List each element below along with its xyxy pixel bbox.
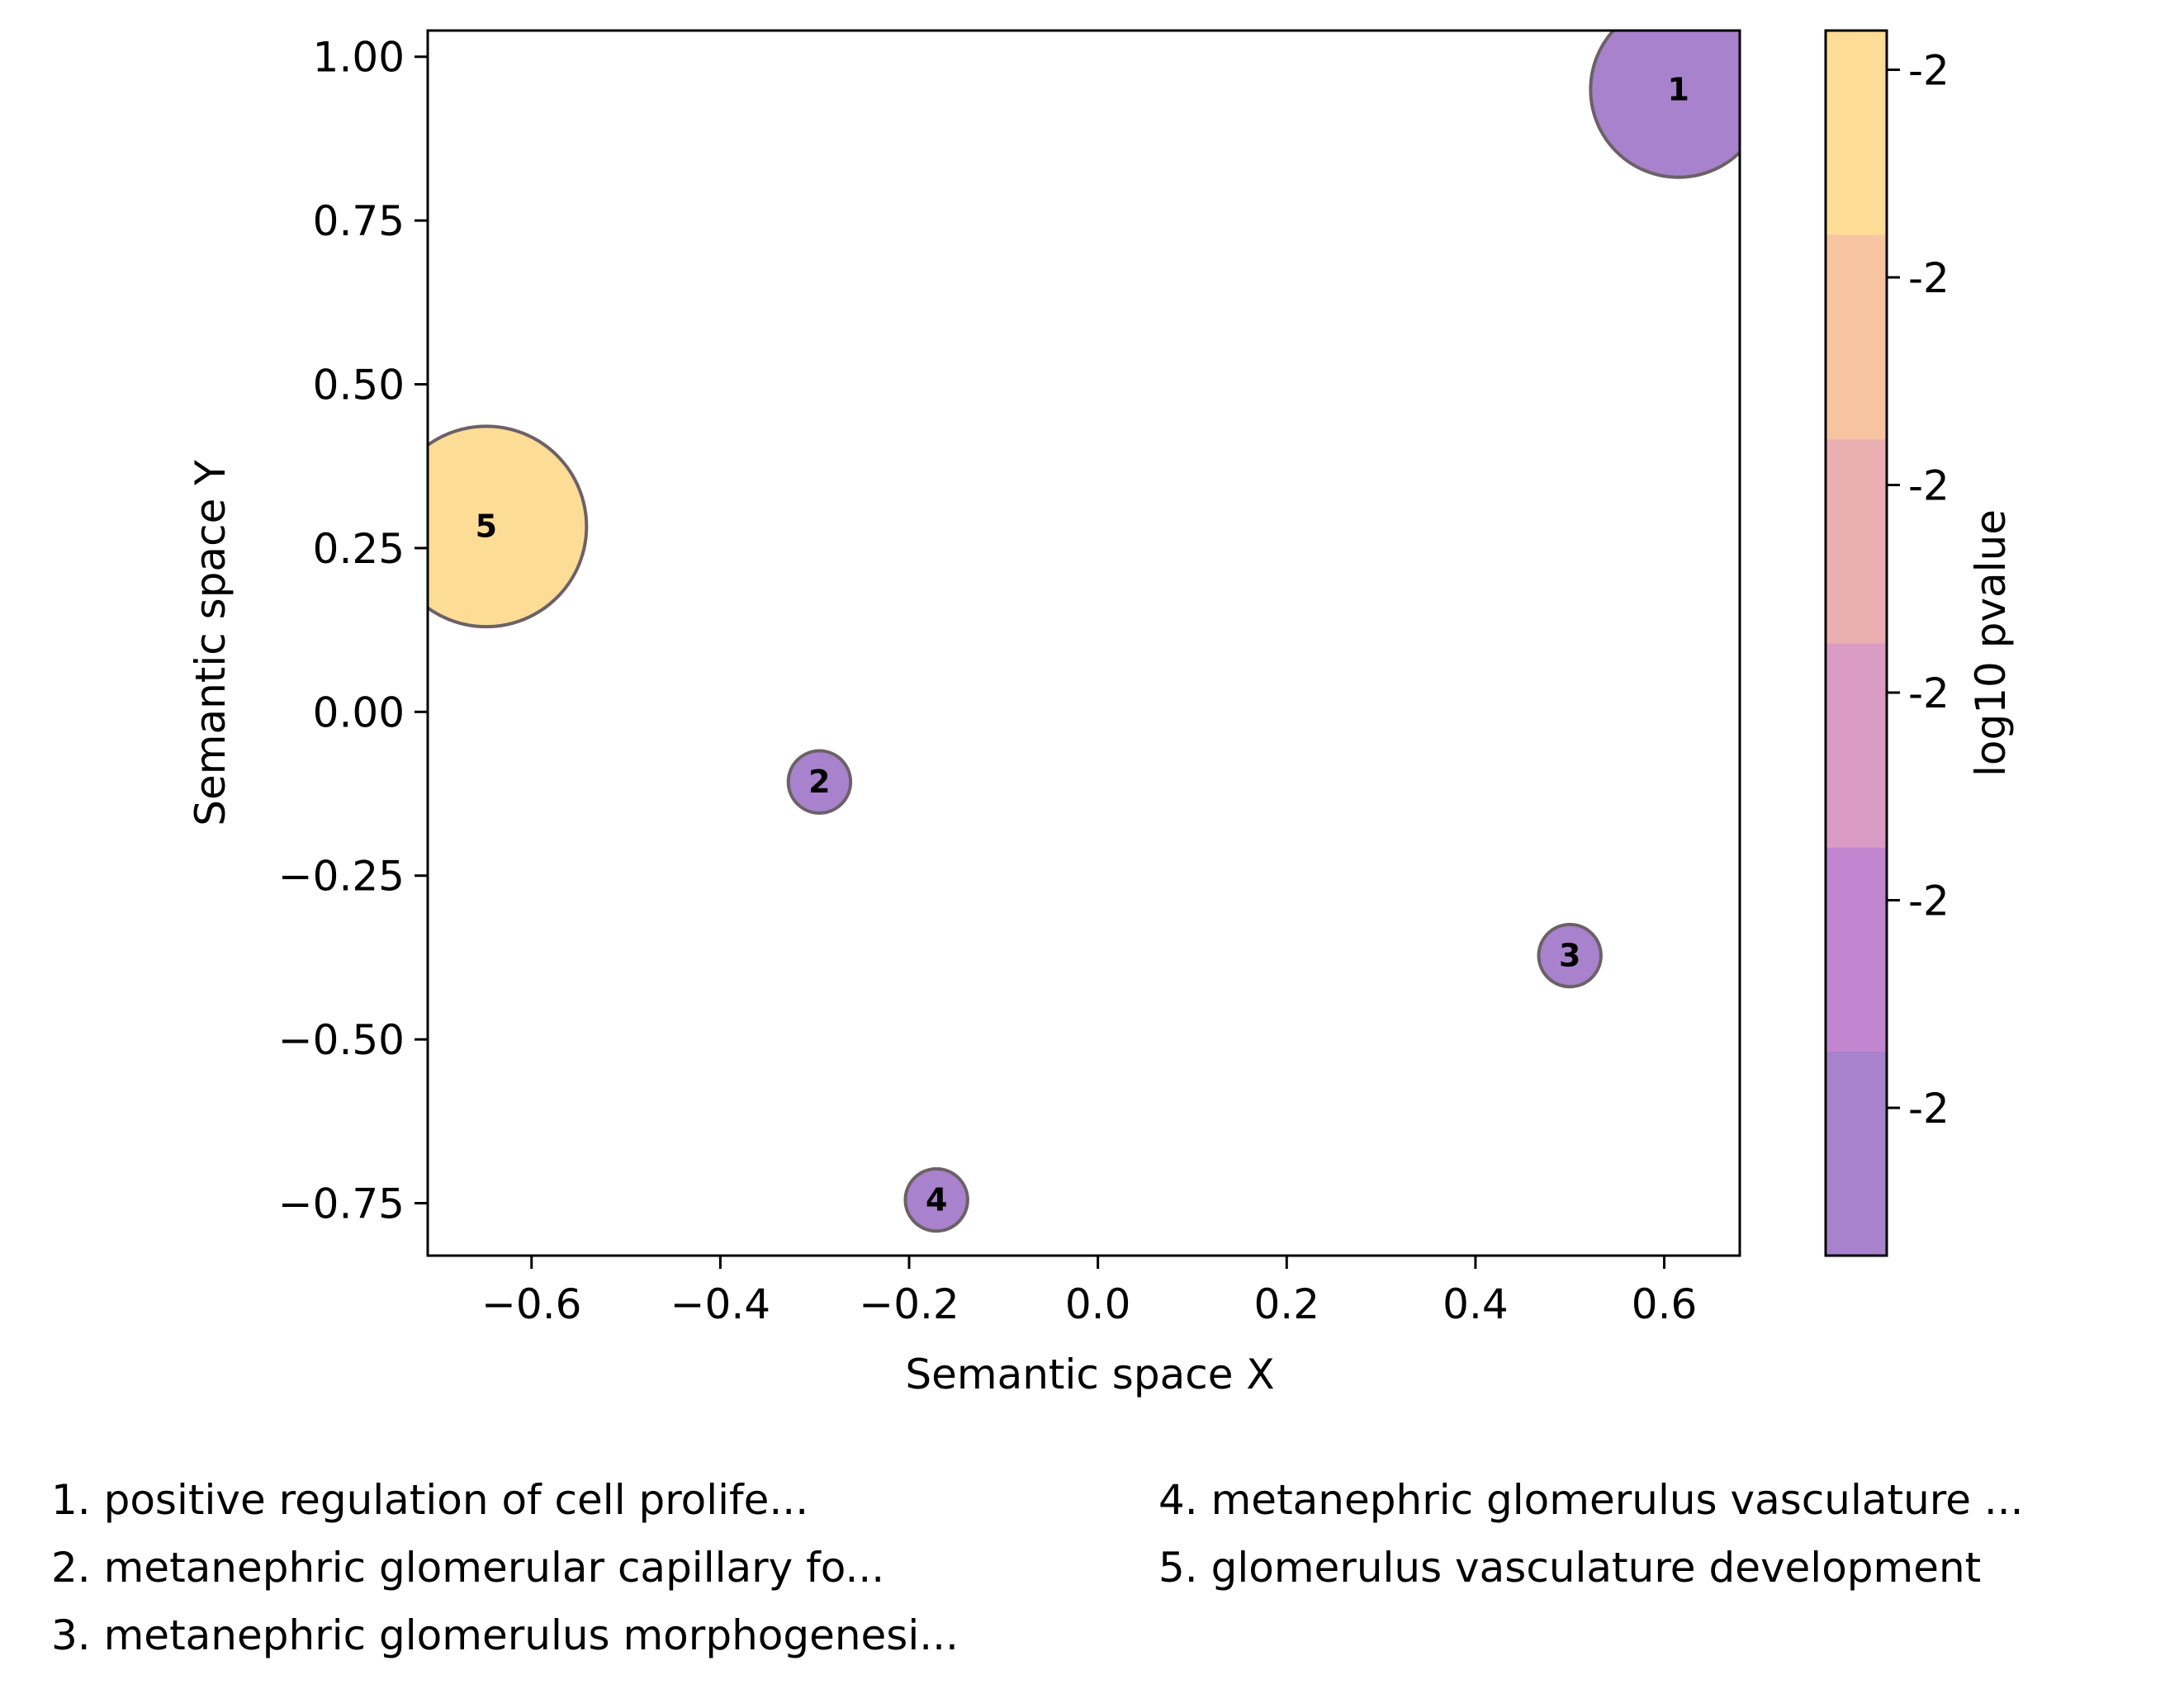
colorbar-tick-label: -2 (1908, 669, 1949, 717)
x-tick-label: 0.4 (1443, 1280, 1509, 1328)
colorbar-segment (1826, 438, 1887, 644)
y-axis-ticks: 1.00 0.75 0.50 0.25 0.00 −0.25 −0.50 −0.75 (278, 34, 428, 1228)
y-tick-label: −0.75 (278, 1180, 405, 1228)
colorbar-segment (1826, 847, 1887, 1053)
x-tick-label: 0.6 (1632, 1280, 1698, 1328)
legend-item-3: 3. metanephric glomerulus morphogenesi..… (51, 1611, 959, 1659)
colorbar-tick-label: -2 (1908, 47, 1949, 95)
bubble-1 (1589, 31, 1740, 179)
y-tick-label: 1.00 (313, 34, 405, 82)
y-tick-label: 0.00 (313, 688, 405, 736)
legend-item-2: 2. metanephric glomerular capillary fo..… (51, 1544, 885, 1592)
bubble-label-4: 4 (926, 1182, 947, 1218)
colorbar-segment (1826, 31, 1887, 235)
bubble-labels-layer: 1 2 3 4 5 (476, 71, 1689, 1218)
bubble-label-3: 3 (1559, 938, 1580, 974)
y-tick-label: −0.50 (278, 1016, 405, 1064)
colorbar-label: log10 pvalue (1967, 509, 2015, 777)
colorbar-tick-label: -2 (1908, 1085, 1949, 1133)
colorbar-tick-label: -2 (1908, 878, 1949, 925)
colorbar-frame (1824, 29, 1888, 1257)
legend-item-4: 4. metanephric glomerulus vasculature ..… (1158, 1476, 2024, 1524)
bubble-4 (903, 1166, 969, 1233)
colorbar-ticks: -2 -2 -2 -2 -2 -2 (1887, 47, 1949, 1133)
colorbar-segment (1826, 234, 1887, 440)
bubble-label-1: 1 (1667, 71, 1689, 107)
legend-item-1: 1. positive regulation of cell prolife..… (51, 1476, 809, 1524)
x-tick-label: 0.0 (1065, 1280, 1131, 1328)
x-tick-label: −0.6 (481, 1280, 581, 1328)
x-tick-label: 0.2 (1254, 1280, 1320, 1328)
bubble-3 (1537, 922, 1603, 989)
y-tick-label: 0.25 (313, 525, 405, 573)
bubble-5 (428, 424, 589, 629)
plot-frame (426, 29, 1741, 1257)
colorbar (1824, 29, 1888, 1257)
bubble-label-5: 5 (476, 509, 497, 545)
x-axis-ticks: −0.6 −0.4 −0.2 0.0 0.2 0.4 0.6 (481, 1256, 1697, 1328)
y-tick-label: −0.25 (278, 853, 405, 901)
legend-item-5: 5. glomerulus vasculature development (1158, 1544, 1982, 1592)
colorbar-segment (1826, 1051, 1887, 1256)
x-tick-label: −0.2 (859, 1280, 959, 1328)
x-tick-label: −0.4 (670, 1280, 770, 1328)
colorbar-tick-label: -2 (1908, 462, 1949, 510)
x-axis-label: Semantic space X (905, 1351, 1274, 1398)
y-tick-label: 0.75 (313, 197, 405, 245)
y-axis-label: Semantic space Y (187, 460, 235, 826)
bubble-label-2: 2 (808, 764, 830, 800)
y-tick-label: 0.50 (313, 362, 405, 409)
bubble-2 (786, 749, 853, 815)
colorbar-segment (1826, 643, 1887, 848)
colorbar-tick-label: -2 (1908, 254, 1949, 302)
bubbles-layer (428, 31, 1740, 1233)
